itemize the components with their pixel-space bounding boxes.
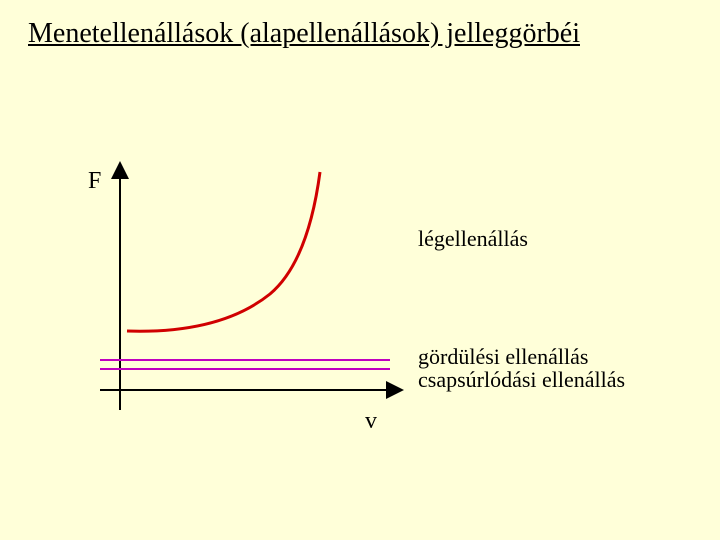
x-axis-label: v: [365, 408, 377, 435]
air-drag-curve: [127, 172, 320, 331]
air-drag-label: légellenállás: [418, 226, 528, 252]
y-axis-label: F: [88, 168, 101, 195]
plot: [0, 0, 720, 540]
slide: Menetellenállások (alapellenállások) jel…: [0, 0, 720, 540]
bearing-label: csapsúrlódási ellenállás: [418, 367, 625, 393]
